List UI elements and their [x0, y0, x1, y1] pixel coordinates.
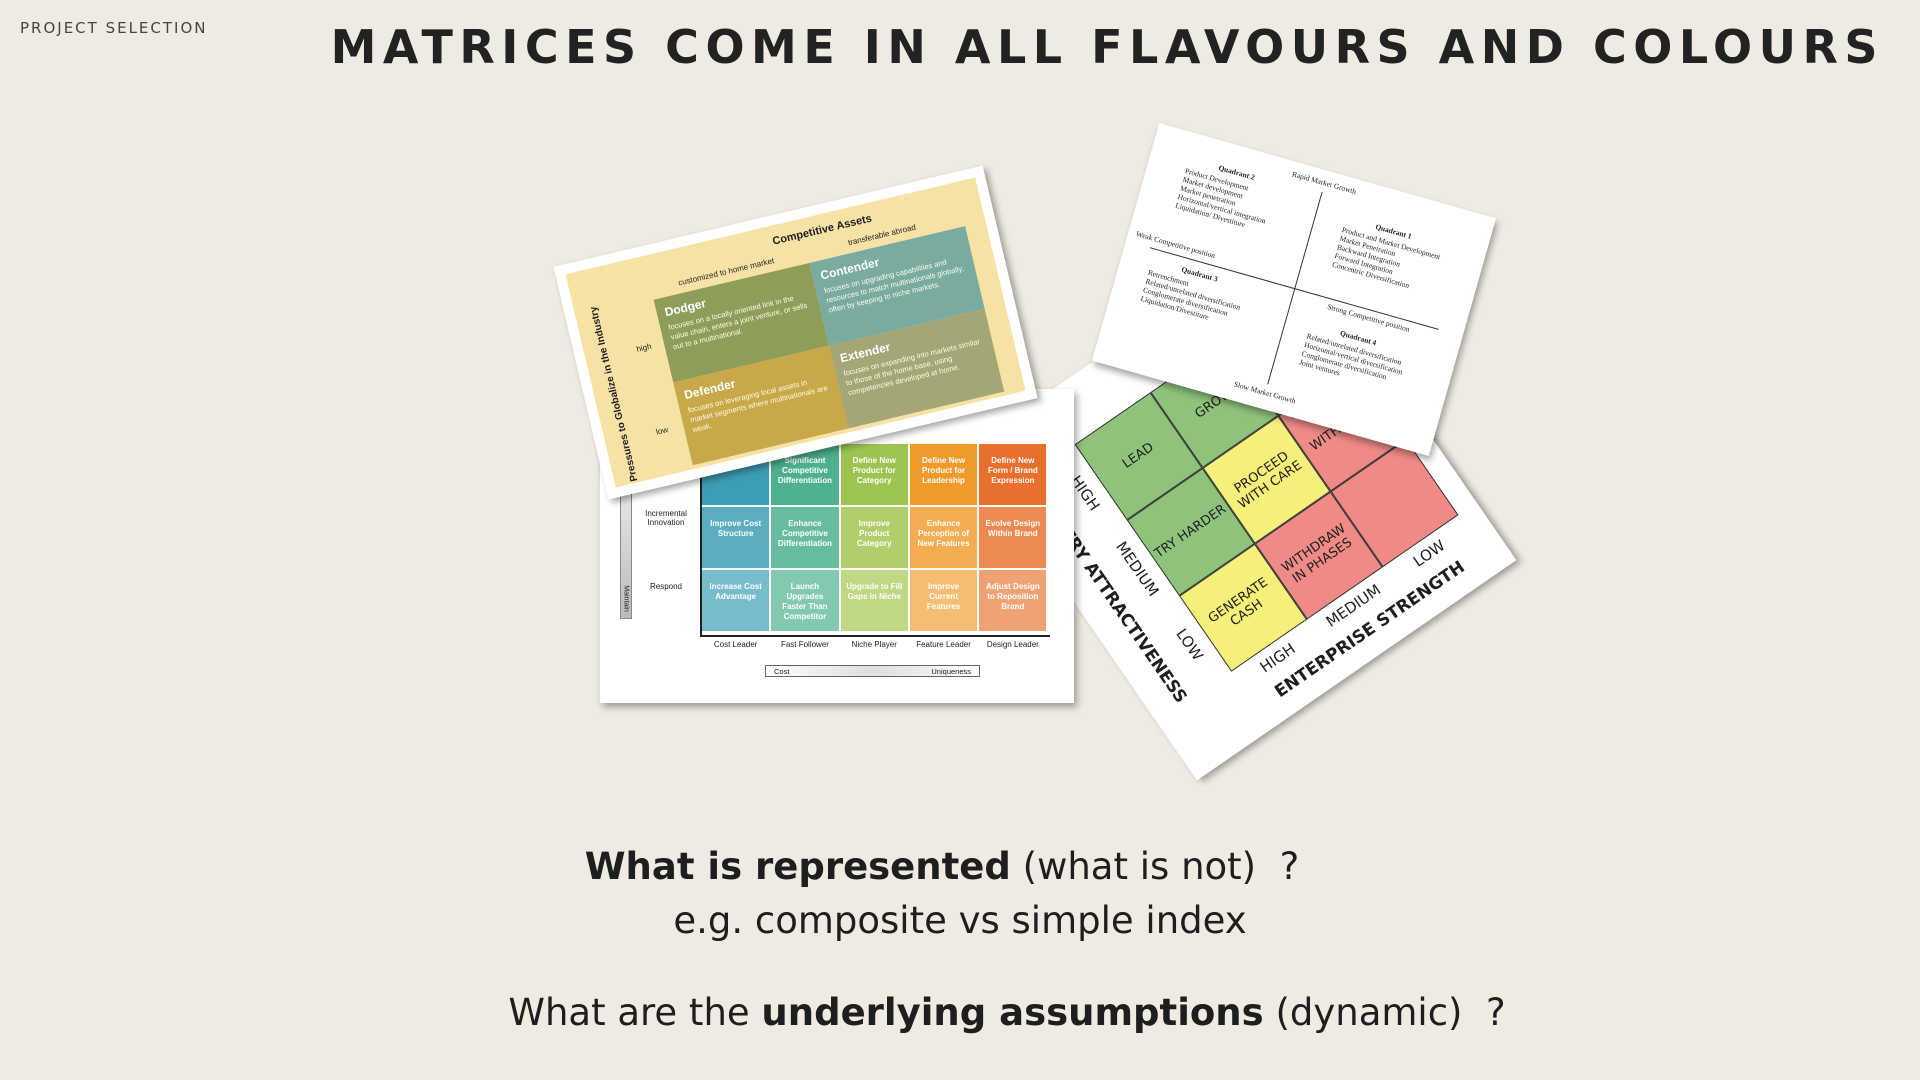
column-label: Design Leader	[986, 640, 1039, 649]
arrow-label: Cost	[774, 667, 790, 676]
matrix-cell: Enhance Competitive Differentiation	[770, 506, 840, 569]
matrix-cell: Improve Current Features	[908, 569, 979, 632]
question-text: What are the	[508, 991, 750, 1034]
question-2: What are the underlying assumptions (dyn…	[47, 991, 1920, 1034]
axis-line	[700, 443, 702, 637]
axis-line	[700, 635, 1050, 637]
question-1-example: e.g. composite vs simple index	[673, 899, 1247, 942]
column-label: Cost Leader	[713, 640, 758, 649]
matrix-cell: Evolve Design Within Brand	[978, 506, 1048, 569]
quadrant: Quadrant 3 Retrenchment Related/unrelated …	[1140, 256, 1288, 340]
column-label: Feature Leader	[916, 640, 971, 649]
matrix-cell: Improve Cost Structure	[701, 506, 771, 569]
question-emphasis: What is represented	[584, 845, 1011, 888]
arrow-label: Uniqueness	[931, 667, 971, 676]
question-text: (what is not) ?	[1022, 845, 1300, 888]
row-label: Respond	[649, 582, 683, 591]
matrix-cell: Define New Form / Brand Expression	[978, 443, 1048, 506]
question-text: (dynamic) ?	[1275, 991, 1506, 1034]
matrix-cell: Enhance Perception of New Features	[908, 506, 979, 569]
axis-arrow: Cost Uniqueness	[765, 665, 980, 677]
matrix-cell: Increase Cost Advantage	[701, 569, 771, 632]
column-label: Fast Follower	[780, 640, 829, 649]
section-label: PROJECT SELECTION	[20, 19, 208, 37]
quadrant: Quadrant 1 Product and Market Development…	[1331, 213, 1481, 306]
question-1: What is represented (what is not) ?	[0, 845, 1902, 888]
quadrant: Quadrant 2 Product Development Market deve…	[1174, 155, 1324, 248]
matrix-cell: Define New Product for Category	[839, 443, 909, 506]
matrix-cell: Define New Product for Leadership	[908, 443, 979, 506]
question-emphasis: underlying assumptions	[761, 991, 1264, 1034]
matrix-cell: Upgrade to Fill Gaps in Niche	[839, 569, 909, 632]
quadrant: Quadrant 4 Related/unrelated diversificat…	[1298, 320, 1446, 404]
row-label: Incremental Innovation	[645, 509, 687, 527]
side-label: Maintain	[622, 585, 630, 612]
matrix-cell: Adjust Design to Reposition Brand	[978, 569, 1048, 632]
slide-title: MATRICES COME IN ALL FLAVOURS AND COLOUR…	[330, 20, 1884, 74]
column-label: Niche Player	[851, 640, 897, 649]
matrix-cell: Improve Product Category	[839, 506, 909, 569]
matrix-cell: Launch Upgrades Faster Than Competitor	[770, 569, 840, 632]
